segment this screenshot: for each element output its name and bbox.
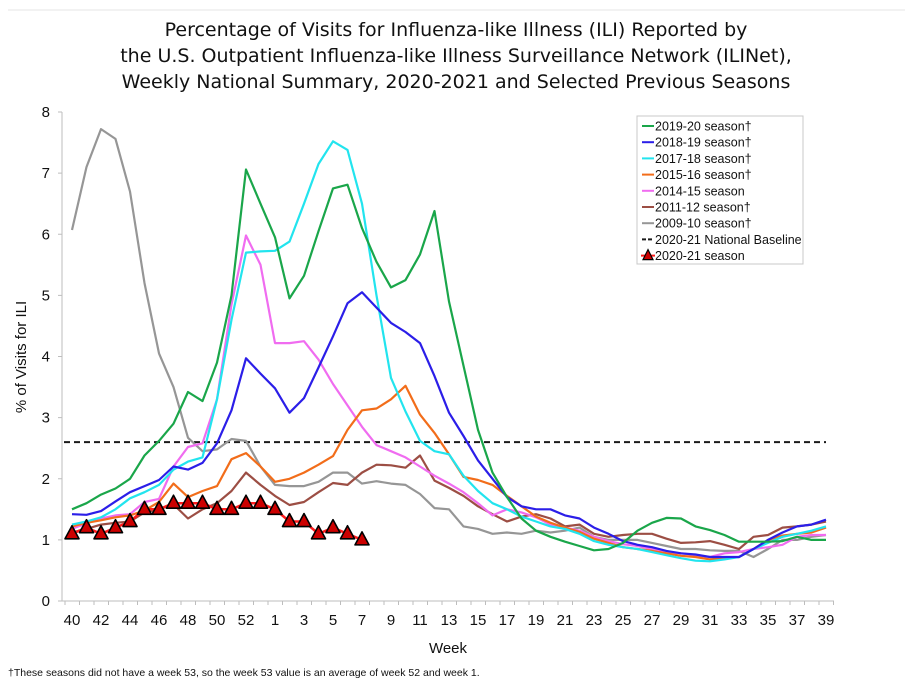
- chart-title-line-2: the U.S. Outpatient Influenza-like Illne…: [120, 45, 792, 67]
- legend-label: 2017-18 season†: [655, 152, 752, 166]
- y-tick-label: 8: [42, 104, 50, 121]
- x-tick-label: 19: [528, 612, 545, 629]
- x-tick-label: 11: [412, 612, 428, 629]
- season-2020-21-marker: [296, 512, 312, 528]
- x-axis: 40 42 44 46 48 50 52 1 3 5 7 9 11 13 15 17 19 21 23 25 27 29 3…: [62, 600, 835, 629]
- x-tick-label: 33: [731, 612, 748, 629]
- x-tick-label: 35: [760, 612, 777, 629]
- season-2020-21-marker: [310, 524, 327, 540]
- x-tick-label: 27: [644, 612, 661, 629]
- season-2020-21-marker: [354, 531, 370, 546]
- x-tick-label: 37: [789, 612, 806, 629]
- season-2020-21-marker: [151, 500, 167, 516]
- x-tick-label: 17: [499, 612, 516, 629]
- season-2020-21-marker: [325, 518, 341, 534]
- y-tick-label: 4: [42, 349, 50, 366]
- y-tick-label: 0: [42, 593, 50, 610]
- y-axis: 0 1 2 3 4 5 6 7 8: [42, 104, 63, 610]
- legend-label: 2009-10 season†: [655, 217, 752, 231]
- x-tick-label: 29: [673, 612, 690, 629]
- x-tick-label: 40: [64, 612, 81, 629]
- x-tick-label: 25: [615, 612, 632, 629]
- legend-label: 2019-20 season†: [655, 120, 752, 134]
- x-tick-label: 44: [122, 612, 139, 629]
- y-tick-label: 6: [42, 226, 50, 243]
- season-2020-21-marker: [223, 500, 240, 516]
- series-line-2019-20-season: [71, 168, 826, 552]
- chart-title-line-3: Weekly National Summary, 2020-2021 and S…: [122, 71, 791, 93]
- series-line-2009-10-season: [70, 128, 827, 559]
- y-tick-label: 5: [42, 287, 50, 304]
- season-2020-21-marker: [180, 494, 196, 510]
- legend-label: 2015-16 season†: [655, 168, 752, 182]
- legend-label: 2014-15 season: [655, 184, 745, 198]
- season-2020-21-marker: [267, 500, 283, 516]
- season-2020-21-marker: [78, 518, 95, 534]
- x-tick-label: 50: [209, 612, 226, 629]
- season-2020-21-marker: [281, 512, 298, 528]
- x-tick-label: 31: [702, 612, 719, 629]
- y-axis-label: % of Visits for ILI: [13, 301, 30, 413]
- legend-label: 2018-19 season†: [655, 136, 752, 150]
- x-tick-label: 39: [818, 612, 835, 629]
- y-tick-label: 1: [42, 532, 50, 549]
- season-2020-21-marker: [64, 524, 80, 540]
- x-tick-label: 46: [151, 612, 168, 629]
- season-2020-21-marker: [165, 494, 182, 510]
- x-tick-label: 13: [441, 612, 458, 629]
- season-2020-21-marker: [238, 494, 254, 510]
- season-2020-21-marker: [209, 500, 225, 516]
- season-2020-21-marker: [136, 500, 153, 516]
- footnote: †These seasons did not have a week 53, s…: [8, 667, 480, 679]
- x-tick-label: 48: [180, 612, 197, 629]
- season-2020-21-marker: [93, 524, 109, 540]
- series-line-2017-18-season: [71, 140, 827, 563]
- season-2020-21-marker: [339, 524, 356, 540]
- y-tick-label: 2: [42, 471, 50, 488]
- x-tick-label: 1: [271, 612, 279, 629]
- season-markers: [64, 494, 370, 546]
- series-lines: [70, 128, 827, 563]
- series-line-2011-12-season: [71, 454, 827, 551]
- x-tick-label: 5: [329, 612, 337, 629]
- legend-label: 2020-21 National Baseline: [655, 233, 802, 247]
- chart-title-line-1: Percentage of Visits for Influenza-like …: [165, 19, 748, 41]
- legend-label: 2011-12 season†: [655, 201, 751, 215]
- x-tick-label: 3: [300, 612, 308, 629]
- x-axis-label: Week: [429, 640, 468, 657]
- y-tick-label: 3: [42, 410, 50, 427]
- legend-box: [636, 115, 804, 265]
- x-tick-label: 23: [586, 612, 603, 629]
- x-tick-label: 7: [358, 612, 366, 629]
- season-2020-21-marker: [194, 494, 211, 510]
- series-line-2018-19-season: [71, 291, 827, 559]
- x-tick-label: 9: [387, 612, 395, 629]
- x-tick-label: 15: [470, 612, 487, 629]
- legend-label: 2020-21 season: [655, 249, 745, 263]
- season-2020-21-marker: [252, 494, 269, 510]
- x-tick-label: 42: [93, 612, 110, 629]
- x-tick-label: 21: [557, 612, 574, 629]
- y-tick-label: 7: [42, 165, 50, 182]
- x-tick-label: 52: [238, 612, 255, 629]
- legend-marker-icon: [642, 248, 654, 261]
- season-2020-21-marker: [107, 518, 124, 534]
- season-2020-21-marker: [122, 512, 138, 528]
- legend: 2019-20 season† 2018-19 season† 2017-18 se…: [636, 115, 804, 265]
